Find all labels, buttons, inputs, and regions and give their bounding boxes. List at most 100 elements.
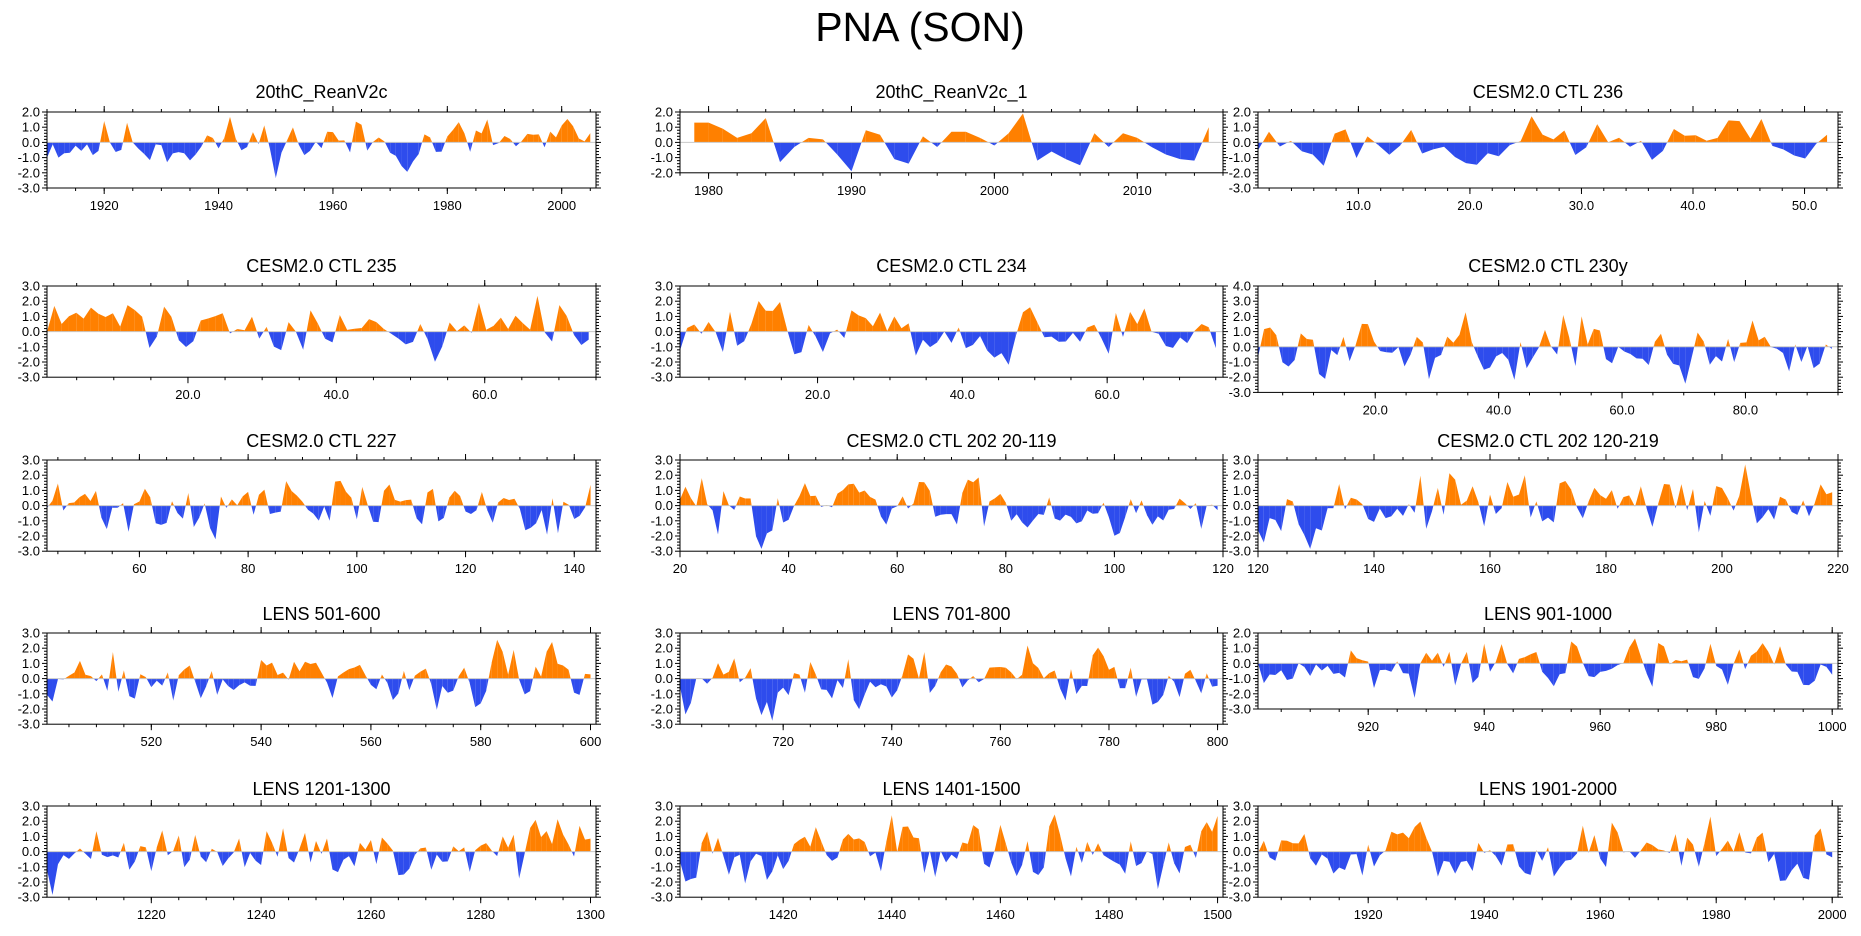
negative-area	[83, 851, 86, 854]
y-tick-label: 0.0	[1233, 844, 1251, 859]
negative-area	[837, 142, 852, 172]
positive-area	[1183, 673, 1185, 679]
positive-area	[112, 313, 121, 332]
negative-area	[812, 331, 816, 337]
positive-area	[1098, 843, 1102, 852]
positive-area	[203, 503, 205, 506]
positive-area	[1201, 822, 1207, 852]
negative-area	[712, 851, 713, 854]
positive-area	[384, 484, 390, 506]
negative-area	[1136, 505, 1140, 514]
y-tick-label: -1.0	[1229, 859, 1251, 874]
y-tick-label: -1.0	[18, 150, 40, 165]
negative-area	[1031, 142, 1038, 161]
positive-area	[453, 122, 459, 143]
positive-area	[1422, 342, 1424, 347]
negative-area	[722, 331, 727, 352]
negative-area	[1686, 505, 1688, 511]
positive-area	[1725, 338, 1729, 347]
negative-area	[1768, 505, 1775, 520]
negative-area	[1826, 663, 1833, 675]
plot-frame	[46, 285, 597, 378]
negative-area	[875, 851, 881, 872]
negative-area	[1618, 346, 1625, 352]
positive-area	[1684, 135, 1696, 143]
negative-area	[1698, 851, 1703, 867]
negative-area	[868, 851, 871, 857]
negative-area	[1783, 346, 1790, 372]
negative-area	[875, 678, 881, 688]
positive-area	[579, 825, 586, 852]
positive-area	[171, 316, 177, 332]
panel-title: LENS 1201-1300	[252, 779, 390, 799]
negative-area	[1386, 346, 1393, 353]
x-tick-label: 1300	[576, 907, 605, 922]
positive-area	[1137, 308, 1145, 332]
negative-area	[1339, 663, 1345, 678]
panel-title: CESM2.0 CTL 236	[1473, 82, 1623, 102]
positive-area	[351, 497, 354, 506]
negative-area	[275, 505, 281, 513]
positive-area	[380, 674, 382, 679]
positive-area	[1608, 137, 1620, 143]
panel-8: CESM2.0 CTL 202 20-1193.02.01.00.0-1.0-2…	[651, 431, 1234, 576]
positive-area	[189, 665, 195, 679]
negative-area	[1731, 505, 1734, 511]
positive-area	[127, 305, 135, 332]
negative-area	[1070, 851, 1076, 877]
positive-area	[994, 849, 995, 852]
data-area	[680, 301, 1216, 365]
positive-area	[552, 819, 558, 852]
y-tick-label: 1.0	[22, 656, 40, 671]
x-tick-label: 220	[1827, 561, 1849, 576]
positive-area	[222, 313, 230, 332]
y-tick-label: 2.0	[655, 294, 673, 309]
negative-area	[1553, 505, 1557, 523]
negative-area	[298, 142, 305, 156]
negative-area	[877, 505, 881, 517]
positive-area	[1703, 501, 1705, 506]
negative-area	[1681, 851, 1685, 866]
positive-area	[79, 493, 86, 506]
positive-area	[1087, 841, 1092, 852]
negative-area	[1465, 142, 1477, 165]
negative-area	[937, 142, 942, 147]
negative-area	[886, 505, 892, 525]
negative-area	[1117, 678, 1120, 689]
y-tick-label: 3.0	[1233, 453, 1251, 468]
x-tick-label: 100	[346, 561, 368, 576]
negative-area	[552, 331, 555, 342]
negative-area	[734, 851, 740, 858]
y-tick-label: 3.0	[22, 799, 40, 814]
negative-area	[189, 851, 192, 860]
negative-area	[739, 851, 746, 884]
positive-area	[381, 490, 385, 506]
negative-area	[107, 678, 110, 691]
positive-area	[1190, 669, 1195, 679]
negative-area	[1119, 505, 1126, 533]
positive-area	[332, 132, 339, 143]
x-tick-label: 560	[360, 734, 382, 749]
negative-area	[181, 851, 185, 868]
negative-area	[1190, 505, 1194, 509]
negative-area	[825, 142, 838, 155]
positive-area	[1258, 840, 1264, 852]
positive-area	[1356, 658, 1363, 664]
negative-area	[1316, 505, 1322, 531]
negative-area	[924, 851, 930, 874]
negative-area	[1809, 851, 1813, 880]
negative-area	[1044, 331, 1052, 338]
positive-area	[447, 497, 450, 506]
positive-area	[1813, 502, 1815, 506]
positive-area	[101, 674, 104, 679]
positive-area	[140, 674, 146, 679]
y-tick-label: 3.0	[22, 279, 40, 294]
negative-area	[1065, 142, 1081, 166]
negative-area	[1403, 663, 1409, 674]
positive-area	[1005, 843, 1009, 852]
negative-area	[1125, 851, 1129, 874]
negative-area	[1304, 663, 1311, 677]
positive-area	[499, 136, 505, 143]
